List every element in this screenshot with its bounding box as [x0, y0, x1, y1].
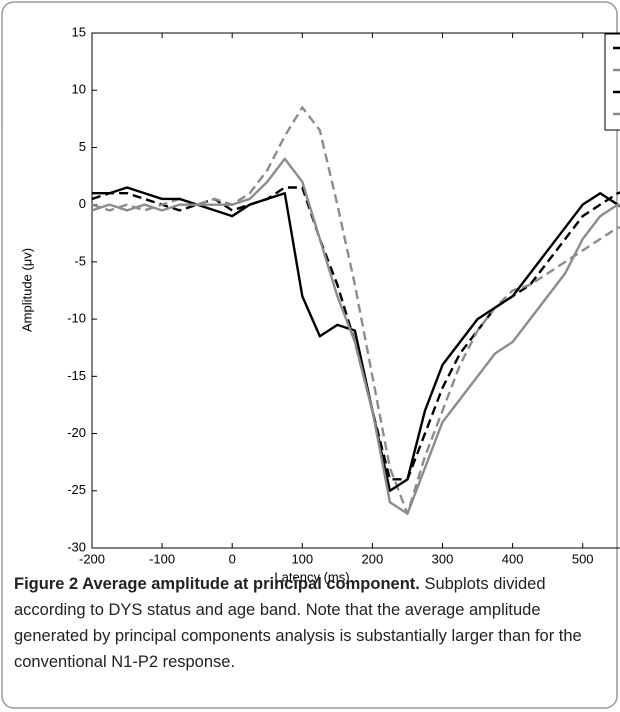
y-tick-label: -25 [67, 482, 86, 497]
y-tick-label: 0 [79, 196, 86, 211]
x-tick-label: 0 [229, 551, 236, 566]
y-axis-label: Amplitude (μv) [19, 248, 34, 332]
y-tick-label: -15 [67, 368, 86, 383]
y-tick-label: -10 [67, 311, 86, 326]
x-tick-label: -200 [79, 551, 105, 566]
y-tick-label: 15 [72, 24, 86, 39]
caption-label: Figure 2 Average amplitude at principal … [14, 575, 420, 593]
series-line [91, 157, 620, 515]
x-tick-label: 400 [502, 551, 524, 566]
y-tick-label: -20 [67, 425, 86, 440]
x-tick-label: 100 [291, 551, 313, 566]
x-tick-label: -100 [149, 551, 175, 566]
x-axis-label: Latency (ms) [274, 569, 349, 584]
caption-text: Subplots divided according to DYS status… [14, 575, 582, 671]
y-tick-label: 5 [79, 139, 86, 154]
series-line [91, 186, 620, 481]
series-line [92, 186, 620, 492]
y-tick-label: 10 [72, 82, 86, 97]
y-tick-label: -5 [74, 253, 86, 268]
legend-box [604, 33, 620, 131]
series-line [91, 106, 620, 515]
caption: Figure 2 Average amplitude at principal … [14, 571, 610, 675]
x-tick-label: 200 [362, 551, 384, 566]
x-tick-label: 500 [572, 551, 594, 566]
y-tick-label: -30 [67, 539, 86, 554]
x-tick-label: 300 [432, 551, 454, 566]
